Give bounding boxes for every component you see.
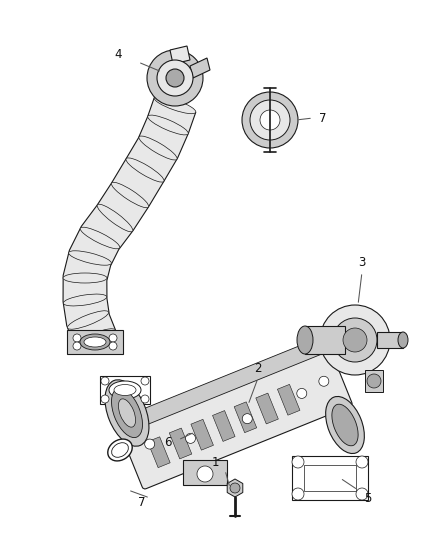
Ellipse shape bbox=[112, 389, 142, 438]
Ellipse shape bbox=[109, 381, 141, 399]
Circle shape bbox=[157, 60, 193, 96]
Ellipse shape bbox=[80, 334, 110, 350]
Polygon shape bbox=[304, 465, 356, 491]
Polygon shape bbox=[100, 376, 150, 404]
Bar bbox=[191, 419, 213, 450]
Ellipse shape bbox=[325, 397, 364, 454]
Circle shape bbox=[297, 389, 307, 398]
Ellipse shape bbox=[148, 115, 188, 135]
Ellipse shape bbox=[80, 227, 120, 249]
Circle shape bbox=[101, 377, 109, 385]
Ellipse shape bbox=[63, 273, 107, 283]
Circle shape bbox=[242, 414, 252, 424]
Circle shape bbox=[109, 334, 117, 342]
Ellipse shape bbox=[67, 311, 109, 329]
Text: 3: 3 bbox=[358, 255, 366, 269]
Bar bbox=[256, 393, 278, 424]
Ellipse shape bbox=[84, 337, 106, 347]
Text: 5: 5 bbox=[364, 491, 372, 505]
Ellipse shape bbox=[112, 443, 128, 457]
Text: 4: 4 bbox=[114, 49, 122, 61]
Ellipse shape bbox=[398, 332, 408, 348]
Ellipse shape bbox=[97, 204, 133, 232]
Ellipse shape bbox=[118, 399, 136, 427]
Ellipse shape bbox=[297, 326, 313, 354]
Polygon shape bbox=[67, 330, 123, 354]
Ellipse shape bbox=[332, 404, 358, 446]
Circle shape bbox=[250, 100, 290, 140]
Circle shape bbox=[242, 92, 298, 148]
Ellipse shape bbox=[154, 96, 196, 114]
Circle shape bbox=[147, 50, 203, 106]
FancyBboxPatch shape bbox=[119, 337, 328, 433]
Text: 7: 7 bbox=[319, 111, 327, 125]
Text: 1: 1 bbox=[211, 456, 219, 469]
Polygon shape bbox=[183, 460, 227, 485]
Circle shape bbox=[333, 318, 377, 362]
Circle shape bbox=[141, 395, 149, 403]
Circle shape bbox=[166, 69, 184, 87]
Circle shape bbox=[230, 483, 240, 493]
Circle shape bbox=[320, 305, 390, 375]
Circle shape bbox=[319, 376, 329, 386]
Circle shape bbox=[356, 456, 368, 468]
Polygon shape bbox=[365, 370, 383, 392]
Circle shape bbox=[197, 466, 213, 482]
Polygon shape bbox=[292, 456, 368, 500]
Bar bbox=[212, 410, 235, 441]
Text: 7: 7 bbox=[138, 496, 146, 508]
Circle shape bbox=[186, 433, 195, 443]
Circle shape bbox=[109, 342, 117, 350]
Ellipse shape bbox=[69, 251, 111, 265]
Text: 2: 2 bbox=[254, 361, 262, 375]
Bar bbox=[277, 384, 300, 415]
Circle shape bbox=[260, 110, 280, 130]
Ellipse shape bbox=[74, 329, 116, 347]
Circle shape bbox=[145, 439, 155, 449]
Polygon shape bbox=[227, 479, 243, 497]
Text: 6: 6 bbox=[164, 435, 172, 448]
Circle shape bbox=[292, 456, 304, 468]
Circle shape bbox=[367, 374, 381, 388]
Ellipse shape bbox=[139, 136, 177, 160]
Bar bbox=[148, 437, 170, 467]
Polygon shape bbox=[170, 46, 190, 64]
Bar bbox=[234, 402, 257, 433]
Ellipse shape bbox=[105, 380, 149, 446]
Ellipse shape bbox=[111, 182, 148, 208]
Circle shape bbox=[101, 395, 109, 403]
Circle shape bbox=[292, 488, 304, 500]
Polygon shape bbox=[305, 326, 345, 354]
Circle shape bbox=[141, 377, 149, 385]
Polygon shape bbox=[63, 98, 196, 346]
Circle shape bbox=[343, 328, 367, 352]
Circle shape bbox=[73, 342, 81, 350]
Ellipse shape bbox=[63, 294, 107, 306]
Polygon shape bbox=[377, 332, 403, 348]
Bar bbox=[169, 428, 192, 459]
Ellipse shape bbox=[126, 158, 164, 182]
Ellipse shape bbox=[114, 384, 136, 395]
Circle shape bbox=[356, 488, 368, 500]
Ellipse shape bbox=[108, 439, 132, 461]
Polygon shape bbox=[190, 58, 210, 78]
Circle shape bbox=[73, 334, 81, 342]
FancyBboxPatch shape bbox=[118, 341, 352, 489]
